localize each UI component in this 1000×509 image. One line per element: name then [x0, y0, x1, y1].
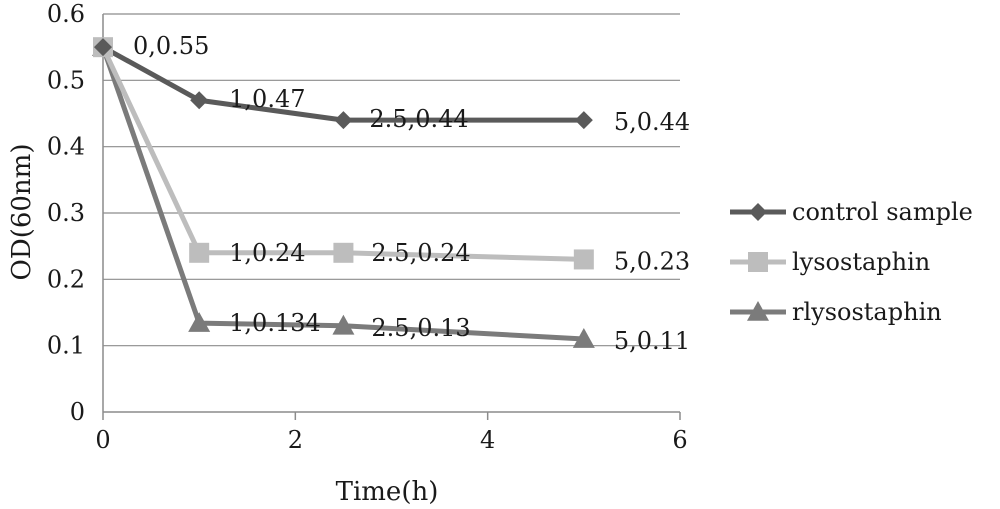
x-tick-label: 0	[95, 426, 110, 454]
series-lines	[100, 44, 584, 342]
y-tick-label: 0.1	[47, 332, 85, 360]
y-tick-label: 0.4	[47, 133, 85, 161]
data-label: 1,0.24	[229, 239, 305, 267]
data-point-marker	[188, 312, 211, 332]
data-point-marker	[572, 328, 595, 348]
y-tick-label: 0.2	[47, 265, 85, 293]
legend-marker	[749, 203, 767, 221]
data-label: 5,0.44	[614, 108, 690, 136]
y-axis-title: OD(60nm)	[7, 144, 37, 281]
legend-marker	[747, 301, 769, 321]
data-point-marker	[334, 111, 353, 130]
legend-marker	[748, 252, 768, 272]
y-tick-label: 0.5	[47, 66, 85, 94]
x-tick-label: 4	[480, 426, 495, 454]
data-point-marker	[574, 111, 593, 130]
data-point-marker	[333, 242, 354, 263]
y-tick-label: 0.3	[47, 199, 85, 227]
data-label: 1,0.134	[229, 309, 321, 337]
data-point-marker	[190, 91, 209, 110]
x-tick-label: 2	[288, 426, 303, 454]
data-label: 2.5,0.13	[371, 314, 470, 342]
legend: control sample lysostaphin rlysostaphin	[730, 198, 973, 326]
series-line-rlysostaphin	[100, 46, 584, 342]
data-point-marker	[94, 38, 112, 57]
data-point-marker	[332, 314, 355, 335]
axes	[102, 14, 681, 420]
data-label: 2.5,0.24	[371, 239, 470, 267]
legend-label: rlysostaphin	[792, 298, 942, 326]
series-line-lysostaphin	[100, 46, 584, 262]
data-label: 2.5,0.44	[369, 105, 468, 133]
y-tick-label: 0.6	[47, 0, 85, 28]
data-label: 5,0.23	[614, 247, 690, 275]
data-label: 1,0.47	[229, 85, 305, 113]
series-line-control-sample	[101, 44, 584, 123]
x-tick-label: 6	[672, 426, 687, 454]
x-axis-title: Time(h)	[336, 477, 439, 507]
tick-labels: 0 0.1 0.2 0.3 0.4 0.5 0.6 0 2 4 6	[47, 0, 688, 454]
legend-label: control sample	[792, 198, 973, 226]
data-label: 0,0.55	[133, 32, 209, 60]
y-tick-label: 0	[70, 398, 85, 426]
data-labels: 1,0.134 2.5,0.13 5,0.11 1,0.24 2.5,0.24 5,0.2…	[133, 32, 690, 355]
data-label: 5,0.11	[614, 327, 690, 355]
legend-label: lysostaphin	[792, 248, 930, 276]
series-markers	[92, 36, 595, 348]
data-point-marker	[189, 242, 210, 263]
data-point-marker	[573, 249, 594, 270]
